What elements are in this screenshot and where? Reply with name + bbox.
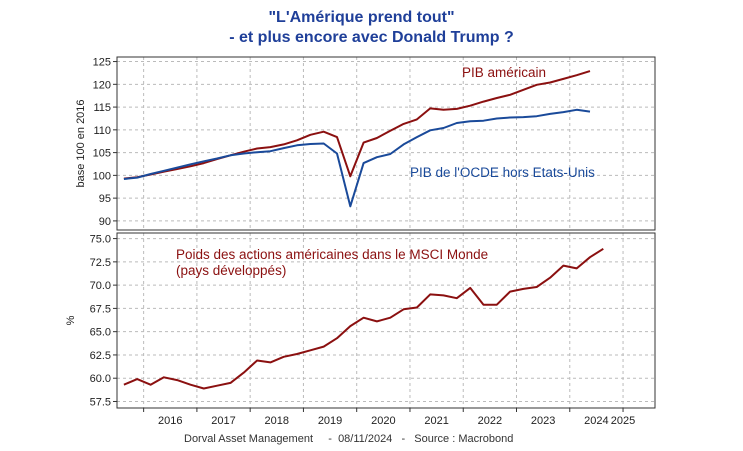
x-tick-label: 2017 (211, 415, 235, 427)
y-tick-label: 60.0 (90, 373, 111, 385)
x-tick-label: 2022 (478, 415, 502, 427)
annotation-usa-gdp: PIB américain (462, 65, 546, 80)
chart-panel-2: 57.5 60.0 62.5 65.0 67.5 70.0 72.5 75.0% (65, 232, 656, 409)
chart-title-line1: "L'Amérique prend tout" (268, 9, 455, 26)
x-tick-label: 2023 (531, 415, 555, 427)
y-tick-label: 75.0 (90, 234, 111, 246)
annotations: PIB américain PIB de l'OCDE hors Etats-Un… (176, 65, 595, 278)
y-tick-label: 125 (93, 57, 111, 69)
chart-title-line2: - et plus encore avec Donald Trump ? (229, 29, 514, 46)
x-tick-label: 2019 (318, 415, 342, 427)
x-tick-label: 2024 (584, 415, 608, 427)
x-axis: 2016 2017 2018 2019 2020 2021 2022 2023 2024 2025 (143, 408, 635, 427)
y-axis-label: % (65, 315, 77, 325)
y-tick-label: 72.5 (90, 257, 111, 269)
series-line-2-1 (123, 247, 604, 390)
series-line-1-1 (123, 70, 591, 180)
x-tick-label: 2016 (158, 415, 182, 427)
y-tick-label: 65.0 (90, 327, 111, 339)
x-tick-label: 2020 (371, 415, 395, 427)
x-tick-label: 2018 (265, 415, 289, 427)
y-tick-label: 57.5 (90, 396, 111, 408)
x-tick-label: 2021 (424, 415, 448, 427)
y-tick-label: 70.0 (90, 280, 111, 292)
annotation-oecd-gdp: PIB de l'OCDE hors Etats-Unis (410, 165, 595, 180)
y-axis-label: base 100 en 2016 (75, 99, 87, 187)
plot-frame (116, 56, 656, 231)
y-tick-label: 115 (93, 102, 111, 114)
y-tick-label: 105 (93, 148, 111, 160)
y-tick-label: 100 (93, 170, 111, 182)
y-tick-label: 62.5 (90, 350, 111, 362)
y-tick-label: 120 (93, 79, 111, 91)
plot-frame (116, 232, 656, 409)
annotation-msci-line1: Poids des actions américaines dans le MS… (176, 247, 488, 262)
series-line-1-2 (123, 108, 591, 208)
y-tick-label: 95 (99, 193, 111, 205)
y-tick-label: 90 (99, 216, 111, 228)
annotation-msci-line2: (pays développés) (176, 263, 286, 278)
source-footer: Dorval Asset Management - 08/11/2024 - S… (184, 433, 514, 445)
x-tick-label: 2025 (611, 415, 635, 427)
y-tick-label: 110 (93, 125, 111, 137)
y-tick-label: 67.5 (90, 303, 111, 315)
chart-panel-1: 90 95 100 105 110 115 120 125 base 100 en 2016 (75, 56, 656, 231)
